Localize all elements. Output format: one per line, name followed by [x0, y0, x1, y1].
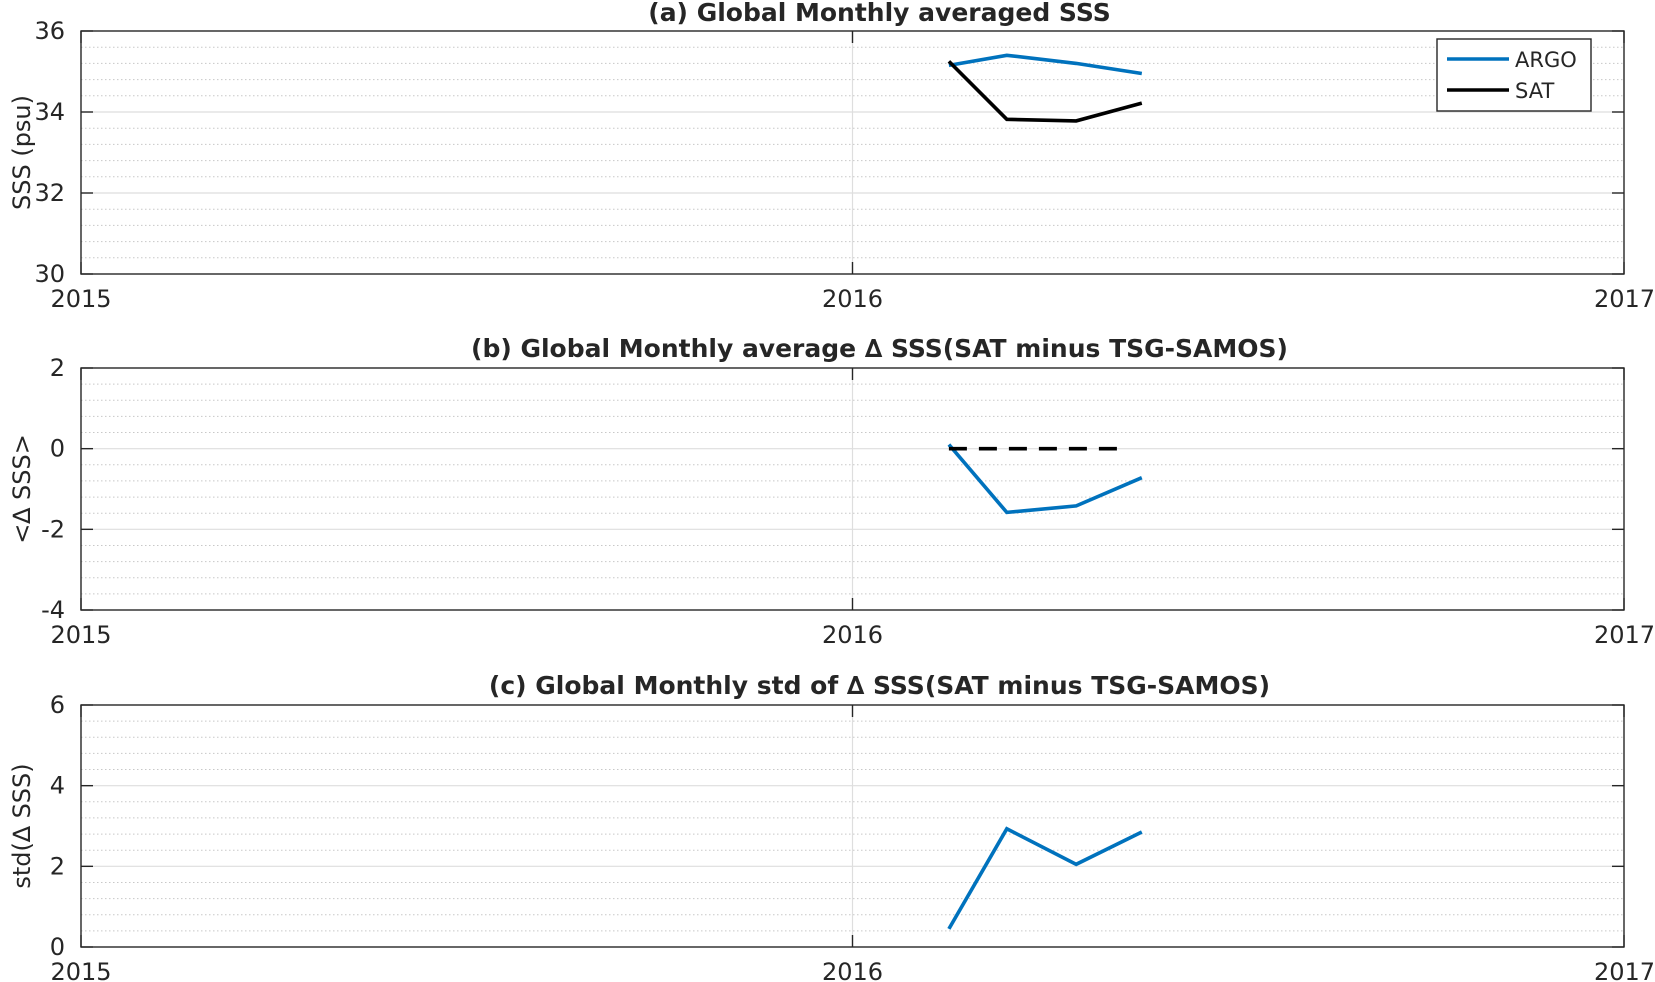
panel-a-ytick-label: 34 — [34, 98, 65, 126]
panel-b-ytick-label: -4 — [41, 596, 65, 624]
panel-c-ytick-label: 2 — [50, 852, 65, 880]
panel-a-ylabel: SSS (psu) — [8, 95, 36, 210]
panel-a-xtick-label: 2016 — [822, 285, 883, 313]
panel-b-title: (b) Global Monthly average ∆ SSS(SAT min… — [471, 334, 1288, 363]
panel-a-series-argo — [948, 53, 1143, 76]
panel-b-xtick-label: 2017 — [1594, 621, 1655, 649]
legend-label-sat: SAT — [1515, 79, 1554, 103]
panel-b-xtick-label: 2016 — [822, 621, 883, 649]
panel-c-ytick-label: 4 — [50, 772, 65, 800]
panel-b-ylabel: <∆ SSS> — [8, 434, 36, 544]
panel-c-xtick-label: 2016 — [822, 958, 883, 982]
panel-c-series-line-1 — [947, 826, 1143, 930]
panel-c-xtick-label: 2015 — [50, 958, 111, 982]
panel-a-legend: ARGO SAT — [1436, 38, 1592, 112]
panel-a-ytick-label: 32 — [34, 179, 65, 207]
panel-b-ytick-label: 2 — [50, 354, 65, 382]
panel-c: 0 2 4 6 2015 2016 2017 (c) Global Monthly std o… — [8, 671, 1655, 982]
panel-a-xtick-label: 2015 — [50, 285, 111, 313]
panel-b-xtick-label: 2015 — [50, 621, 111, 649]
panel-c-ytick-label: 6 — [50, 691, 65, 719]
panel-c-title: (c) Global Monthly std of ∆ SSS(SAT minu… — [489, 671, 1270, 700]
legend-label-argo: ARGO — [1515, 48, 1577, 72]
panel-b: -4 -2 0 2 2015 2016 2017 (b) Global Monthly ave… — [8, 334, 1655, 649]
panel-a-ytick-label: 30 — [34, 260, 65, 288]
panel-a-title: (a) Global Monthly averaged SSS — [648, 0, 1110, 27]
panel-a-xtick-label: 2017 — [1594, 285, 1655, 313]
panel-c-ylabel: std(∆ SSS) — [8, 763, 36, 888]
panel-b-ytick-label: 0 — [50, 435, 65, 463]
panel-a-ytick-label: 36 — [34, 17, 65, 45]
panel-c-ytick-label: 0 — [50, 933, 65, 961]
legend-box — [1436, 38, 1592, 112]
panel-b-ytick-label: -2 — [41, 515, 65, 543]
panel-a: 30 32 34 36 2015 2016 2017 (a) Global Monthly a… — [8, 0, 1655, 313]
panel-b-series-line-1 — [947, 443, 1143, 515]
panel-c-xtick-label: 2017 — [1594, 958, 1655, 982]
panel-a-series-sat — [947, 60, 1143, 123]
